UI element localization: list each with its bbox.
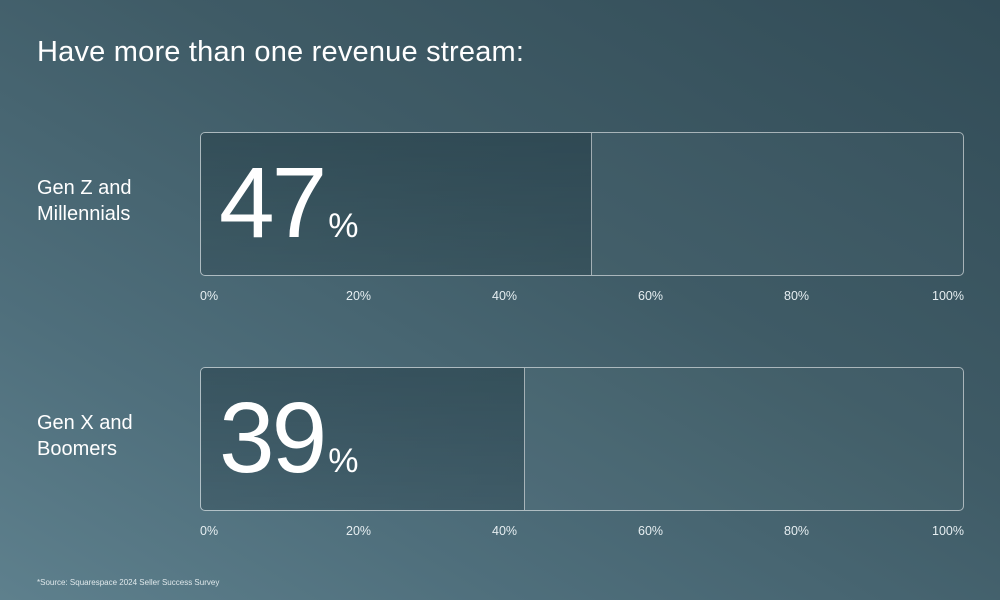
row-label-line: Gen Z and — [37, 177, 132, 199]
bar-frame: 39% — [200, 367, 964, 511]
row-label: Gen Z and Millennials — [37, 175, 187, 227]
data-label: 39% — [219, 388, 358, 488]
source-note: *Source: Squarespace 2024 Seller Success… — [37, 578, 220, 587]
x-tick-label: 40% — [492, 524, 518, 538]
data-label: 47% — [219, 153, 358, 253]
x-tick-label: 80% — [784, 289, 810, 303]
x-axis-ticks: 0% 20% 40% 60% 80% 100% — [200, 289, 964, 305]
data-label-value: 39 — [219, 382, 327, 494]
x-tick-label: 0% — [200, 524, 219, 538]
bar — [201, 368, 525, 510]
data-label-unit: % — [328, 442, 359, 480]
row-label: Gen X and Boomers — [37, 410, 187, 462]
x-tick-label: 100% — [932, 289, 964, 303]
x-tick-label: 20% — [346, 289, 372, 303]
row-label-line: Millennials — [37, 203, 131, 225]
bar-frame: 47% — [200, 132, 964, 276]
data-label-unit: % — [328, 207, 359, 245]
row-label-line: Gen X and — [37, 412, 133, 434]
data-label-value: 47 — [219, 147, 327, 259]
row-label-line: Boomers — [37, 438, 118, 460]
x-tick-label: 100% — [932, 524, 964, 538]
chart-title: Have more than one revenue stream: — [37, 36, 525, 68]
x-tick-label: 40% — [492, 289, 518, 303]
x-tick-label: 0% — [200, 289, 219, 303]
x-tick-label: 60% — [638, 524, 664, 538]
x-tick-label: 80% — [784, 524, 810, 538]
bar — [201, 133, 592, 275]
x-axis-ticks: 0% 20% 40% 60% 80% 100% — [200, 524, 964, 540]
x-tick-label: 60% — [638, 289, 664, 303]
x-tick-label: 20% — [346, 524, 372, 538]
